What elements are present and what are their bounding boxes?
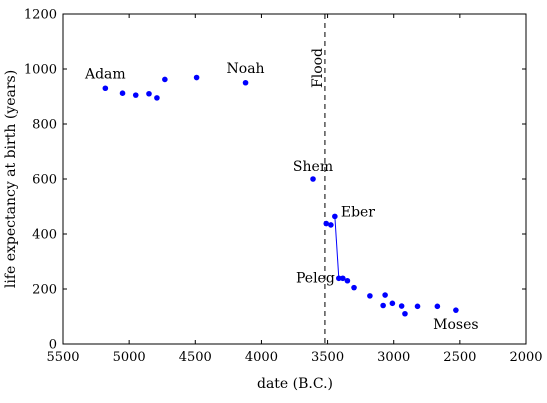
data-point — [414, 303, 421, 310]
data-point — [154, 95, 160, 101]
y-tick-label: 1000 — [24, 63, 57, 78]
data-points — [102, 74, 459, 317]
x-tick-label: 4500 — [179, 350, 212, 365]
data-point — [328, 222, 334, 228]
data-point — [193, 74, 200, 81]
data-point — [344, 277, 351, 284]
y-axis-label: life expectancy at birth (years) — [3, 70, 19, 288]
data-point — [351, 284, 357, 291]
data-point — [146, 90, 152, 97]
data-point — [119, 90, 126, 96]
annotation-adam: Adam — [84, 66, 126, 82]
axis-ticks: 5500 5000 4500 4000 3500 3000 2500 2000 0 200 400 6… — [24, 8, 543, 366]
x-tick-label: 5000 — [113, 350, 146, 365]
y-tick-label: 600 — [32, 173, 57, 188]
data-point — [453, 307, 459, 313]
data-point — [336, 275, 342, 282]
data-point — [339, 275, 346, 282]
connector — [334, 216, 340, 279]
annotations: Adam Noah Shem Eber Peleg Moses — [84, 61, 479, 333]
annotation-peleg: Peleg — [296, 270, 335, 286]
flood-marker: Flood — [310, 14, 326, 344]
x-tick-label: 5500 — [46, 350, 79, 365]
connector-line — [334, 216, 340, 279]
x-tick-label: 3000 — [377, 350, 410, 365]
x-tick-label: 2500 — [443, 350, 476, 365]
y-tick-label: 800 — [32, 118, 57, 133]
x-tick-label: 3500 — [311, 350, 344, 365]
data-point — [402, 310, 408, 317]
data-point — [367, 293, 373, 299]
annotation-eber: Eber — [341, 204, 375, 220]
x-tick-label: 2000 — [509, 350, 542, 365]
data-point — [102, 85, 109, 92]
data-point — [382, 292, 388, 298]
annotation-noah: Noah — [227, 61, 265, 77]
data-point — [380, 302, 386, 309]
data-point — [132, 92, 139, 98]
data-point — [389, 300, 396, 307]
data-point — [162, 76, 168, 83]
data-point — [310, 176, 316, 182]
y-tick-label: 1200 — [24, 8, 57, 23]
data-point — [242, 79, 249, 86]
x-axis-label: date (B.C.) — [257, 376, 333, 392]
annotation-shem: Shem — [293, 159, 333, 175]
y-tick-label: 0 — [49, 338, 57, 353]
x-tick-label: 4000 — [245, 350, 278, 365]
data-point — [398, 303, 405, 309]
flood-label: Flood — [310, 48, 326, 88]
data-point — [332, 213, 338, 220]
plot-frame — [62, 13, 527, 345]
data-point — [434, 303, 441, 310]
y-tick-label: 200 — [32, 283, 57, 298]
y-tick-label: 400 — [32, 228, 57, 243]
annotation-moses: Moses — [433, 317, 478, 333]
data-point — [323, 220, 330, 227]
